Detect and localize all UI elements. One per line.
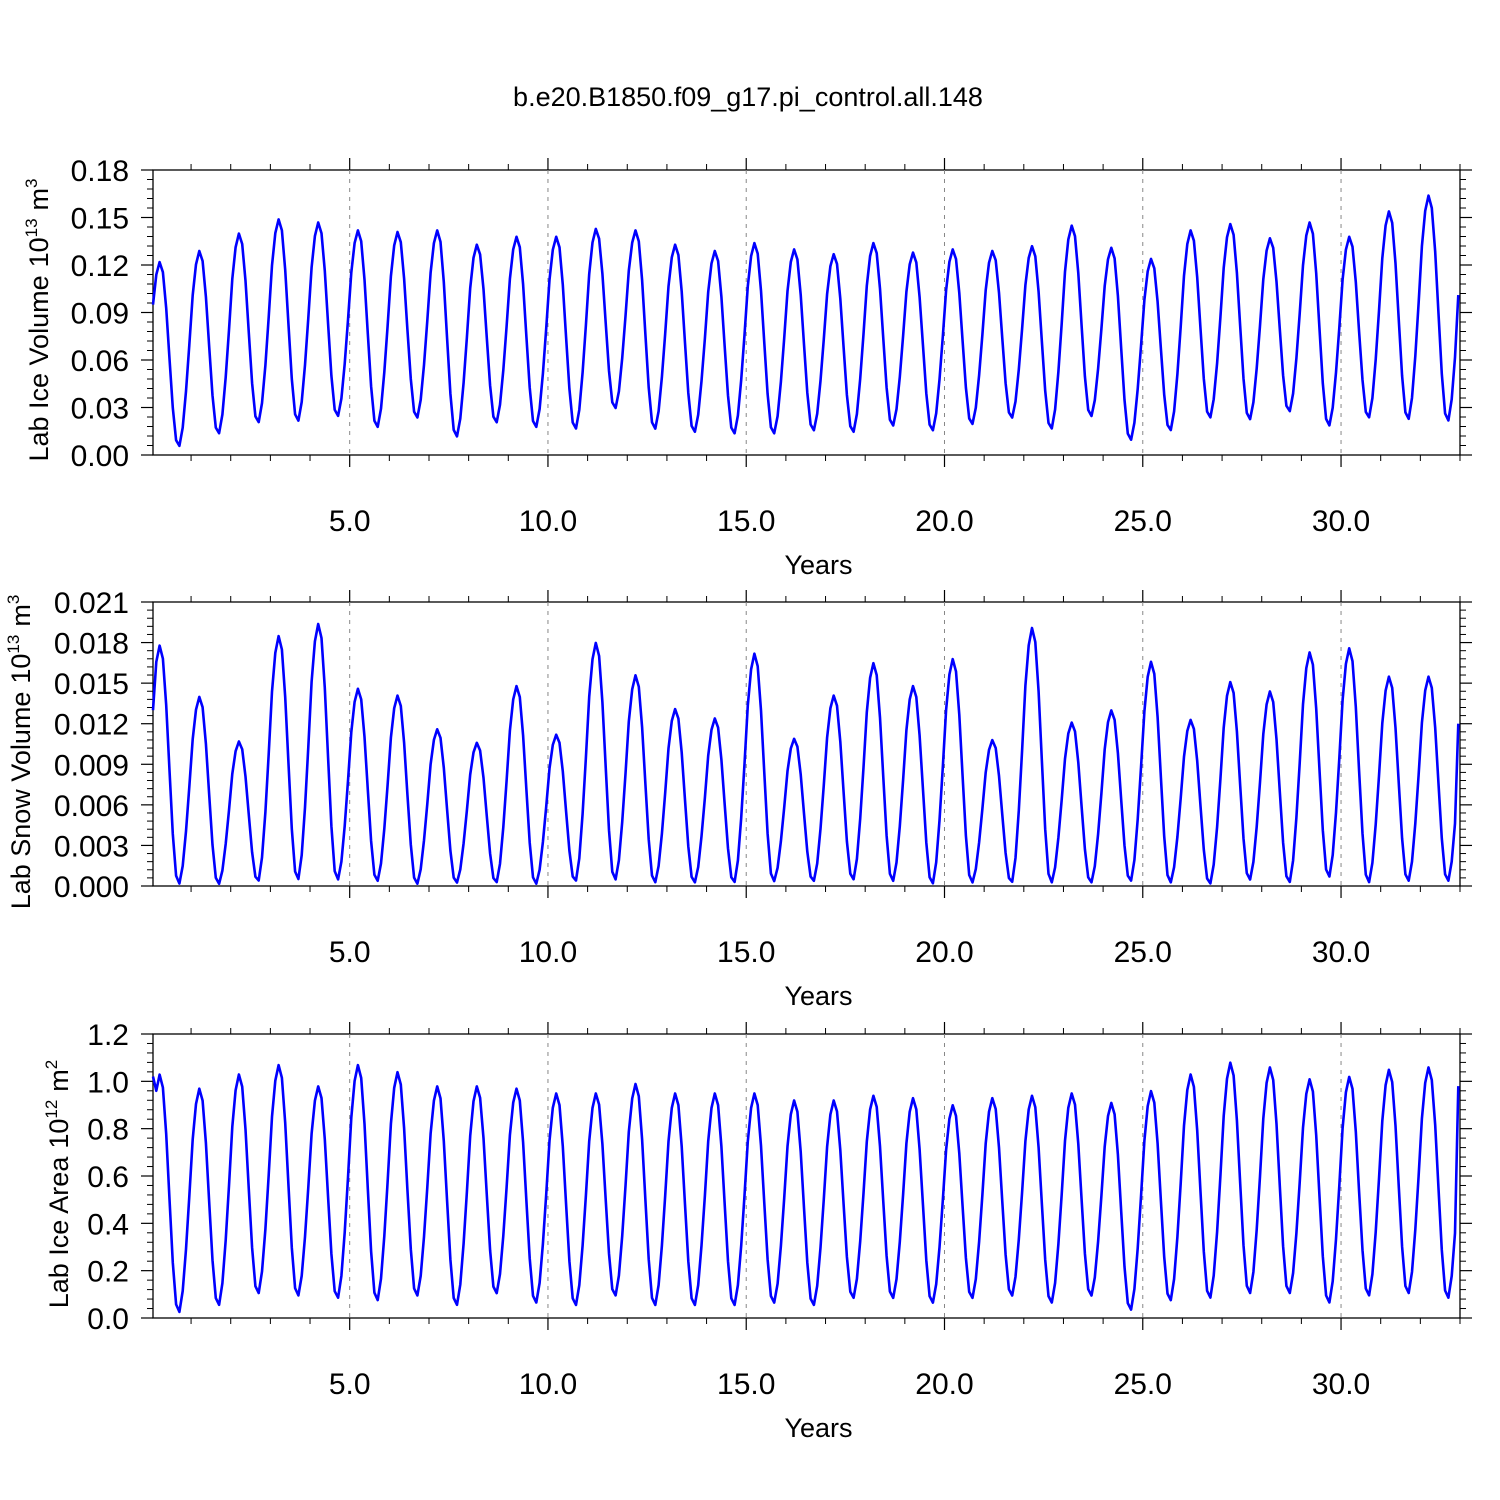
y-label-text: Lab Ice Area [44, 1156, 74, 1309]
y-tick-label: 0.012 [54, 709, 129, 742]
y-tick-label: 0.03 [71, 393, 129, 426]
figure-title: b.e20.B1850.f09_g17.pi_control.all.148 [513, 82, 983, 112]
x-axis-label: Years [784, 550, 852, 580]
y-tick-label: 0.015 [54, 668, 129, 701]
y-axis-label: Lab Snow Volume 1013 m3 [4, 595, 36, 910]
y-tick-label: 0.009 [54, 749, 129, 782]
plot-frame [152, 601, 1461, 887]
y-unit-base: 10 [6, 654, 36, 684]
x-tick-label: 10.0 [519, 1368, 577, 1401]
x-axis-label: Years [784, 981, 852, 1011]
y-tick-label: 1.2 [87, 1019, 129, 1052]
series-line [151, 194, 1460, 448]
x-tick-label: 5.0 [329, 1368, 371, 1401]
x-tick-label: 25.0 [1114, 505, 1172, 538]
x-tick-label: 5.0 [329, 936, 371, 969]
y-unit-tail-exponent: 2 [42, 1060, 61, 1069]
y-tick-label: 0.006 [54, 790, 129, 823]
y-tick-label: 0.0 [87, 1303, 129, 1336]
x-tick-label: 30.0 [1312, 505, 1370, 538]
y-unit-base: 10 [44, 1119, 74, 1149]
panel-ice-volume: 5.0 10.0 15.0 20.0 25.0 30.0 0.00 0.03 0.06 0.09 0… [22, 155, 1472, 580]
y-tick-label: 0.09 [71, 298, 129, 331]
y-tick-label: 0.00 [71, 440, 129, 473]
y-tick-label: 0.18 [71, 155, 129, 188]
x-axis-label: Years [784, 1413, 852, 1443]
series-line [151, 622, 1460, 886]
x-tick-label: 30.0 [1312, 936, 1370, 969]
y-axis-label: Lab Ice Volume 1013 m3 [22, 178, 54, 461]
y-unit-tail: m [6, 604, 36, 627]
y-label-text: Lab Ice Volume [24, 275, 54, 461]
x-tick-label: 5.0 [329, 505, 371, 538]
y-unit-tail-exponent: 3 [4, 595, 23, 604]
y-tick-label: 0.6 [87, 1161, 129, 1194]
y-tick-label: 0.8 [87, 1114, 129, 1147]
y-tick-label: 0.021 [54, 587, 129, 620]
y-unit-exponent: 12 [42, 1100, 61, 1119]
x-tick-label: 20.0 [915, 505, 973, 538]
y-unit-exponent: 13 [22, 218, 41, 237]
y-unit-tail: m [24, 188, 54, 211]
y-tick-label: 0.003 [54, 830, 129, 863]
y-unit-tail: m [44, 1069, 74, 1092]
y-unit-exponent: 13 [4, 635, 23, 654]
y-tick-label: 0.06 [71, 345, 129, 378]
x-tick-label: 25.0 [1114, 1368, 1172, 1401]
panel-snow-volume: 5.0 10.0 15.0 20.0 25.0 30.0 0.000 0.003 0.006 0.… [4, 587, 1472, 1011]
x-tick-label: 20.0 [915, 1368, 973, 1401]
y-tick-label: 0.2 [87, 1256, 129, 1289]
x-tick-label: 30.0 [1312, 1368, 1370, 1401]
y-unit-tail-exponent: 3 [22, 178, 41, 187]
series-line [151, 1061, 1460, 1314]
x-tick-label: 10.0 [519, 505, 577, 538]
x-tick-label: 25.0 [1114, 936, 1172, 969]
x-tick-label: 15.0 [717, 505, 775, 538]
y-tick-label: 0.000 [54, 871, 129, 904]
panel-ice-area: 5.0 10.0 15.0 20.0 25.0 30.0 0.0 0.2 0.4 0.6 0.8 1.… [42, 1019, 1472, 1443]
y-tick-label: 0.12 [71, 250, 129, 283]
x-tick-label: 10.0 [519, 936, 577, 969]
y-label-text: Lab Snow Volume [6, 692, 36, 910]
y-tick-label: 0.4 [87, 1208, 129, 1241]
x-tick-label: 20.0 [915, 936, 973, 969]
y-axis-label: Lab Ice Area 1012 m2 [42, 1060, 74, 1309]
y-tick-label: 1.0 [87, 1066, 129, 1099]
x-tick-label: 15.0 [717, 936, 775, 969]
y-unit-base: 10 [24, 237, 54, 267]
x-tick-label: 15.0 [717, 1368, 775, 1401]
y-tick-label: 0.018 [54, 628, 129, 661]
y-tick-label: 0.15 [71, 203, 129, 236]
